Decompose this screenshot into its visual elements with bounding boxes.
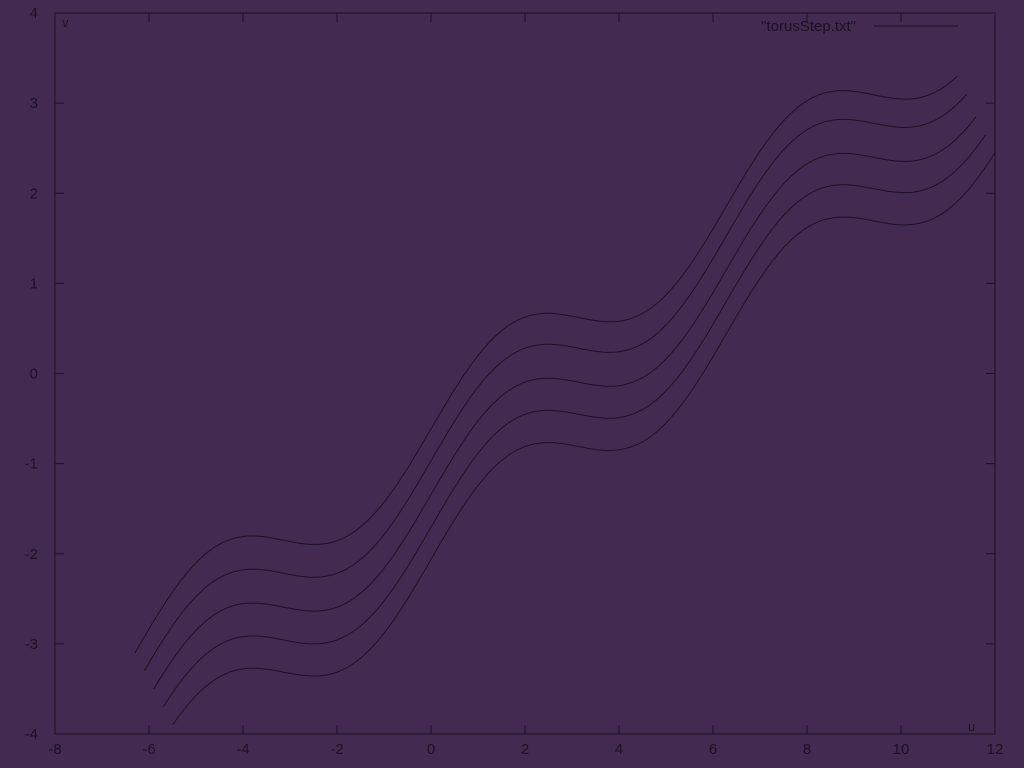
y-tick-label: 4 xyxy=(30,5,38,22)
y-axis-label: v xyxy=(62,15,69,30)
y-tick-label: 2 xyxy=(30,185,38,202)
series-group xyxy=(134,75,996,726)
x-tick-label: 0 xyxy=(427,741,435,758)
x-tick-label: -4 xyxy=(236,741,249,758)
x-tick-label: 6 xyxy=(709,741,717,758)
y-tick-label: 3 xyxy=(30,95,38,112)
x-tick-label: 4 xyxy=(615,741,623,758)
legend: "torusStep.txt" xyxy=(761,18,958,35)
y-tick-labels: -4 -3 -2 -1 0 1 2 3 4 xyxy=(25,5,38,743)
x-tick-label: 2 xyxy=(521,741,529,758)
x-tick-label: 12 xyxy=(987,741,1004,758)
x-tick-label: -2 xyxy=(330,741,343,758)
y-tick-label: 0 xyxy=(30,366,38,383)
x-tick-label: -6 xyxy=(142,741,155,758)
x-tick-label: 8 xyxy=(803,741,811,758)
y-tick-label: -1 xyxy=(25,456,38,473)
x-tick-labels: -8 -6 -4 -2 0 2 4 6 8 10 12 xyxy=(48,741,1003,758)
y-tick-label: -3 xyxy=(25,636,38,653)
series-line xyxy=(134,75,958,654)
legend-label: "torusStep.txt" xyxy=(761,18,856,35)
x-tick-label: -8 xyxy=(48,741,61,758)
series-line xyxy=(162,134,987,708)
series-line xyxy=(172,152,996,726)
plot-frame xyxy=(54,12,996,735)
series-line xyxy=(153,116,977,690)
x-tick-label: 10 xyxy=(893,741,910,758)
series-line xyxy=(143,93,968,672)
y-tick-label: 1 xyxy=(30,275,38,292)
axis-ticks xyxy=(54,12,996,735)
y-tick-label: -4 xyxy=(25,726,38,743)
x-axis-label: u xyxy=(968,719,975,734)
y-tick-label: -2 xyxy=(25,546,38,563)
